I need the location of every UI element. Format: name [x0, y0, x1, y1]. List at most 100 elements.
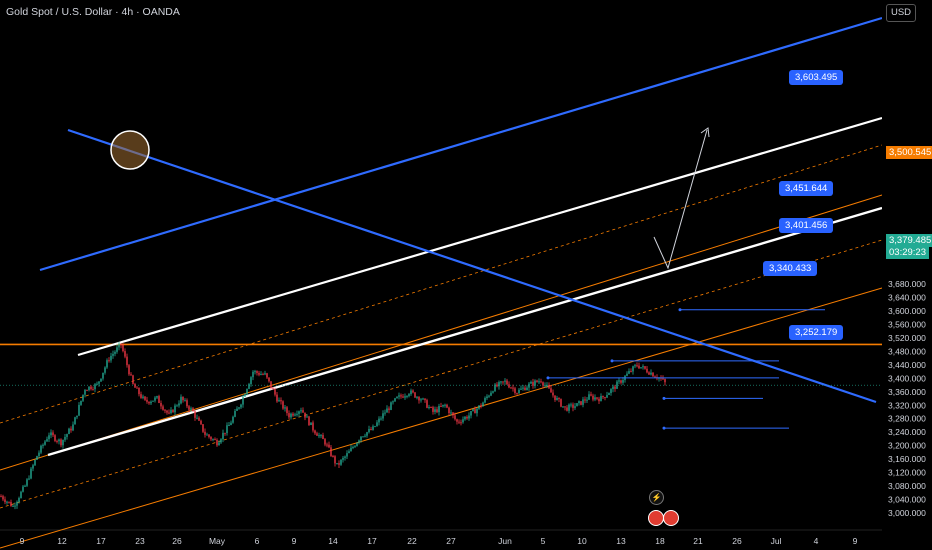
- candle-body: [582, 399, 584, 405]
- candle-body: [446, 404, 448, 408]
- candle-body: [80, 400, 82, 405]
- y-tick-label: 3,600.000: [888, 306, 926, 316]
- y-tick-label: 3,240.000: [888, 427, 926, 437]
- candle-body: [308, 416, 310, 426]
- candle-body: [330, 447, 332, 457]
- candle-body: [280, 400, 282, 402]
- lightning-icon[interactable]: ⚡: [649, 490, 664, 505]
- y-axis: 3,000.000 3,040.000 3,080.000 3,120.000 3,16…: [882, 0, 932, 550]
- candle-body: [476, 408, 478, 414]
- currency-button[interactable]: USD: [886, 4, 916, 22]
- candle-body: [606, 395, 608, 398]
- candle-body: [350, 447, 352, 452]
- candle-body: [286, 407, 288, 414]
- x-tick-label: 26: [732, 536, 742, 546]
- white-channel-lower: [47, 206, 883, 457]
- x-tick-label: 23: [135, 536, 145, 546]
- candle-body: [462, 419, 464, 423]
- candle-body: [520, 388, 522, 390]
- level-anchor: [662, 426, 666, 430]
- candle-body: [576, 403, 578, 407]
- level-label-3252[interactable]: 3,252.179: [789, 325, 844, 340]
- us-flag-icon[interactable]: [663, 510, 679, 526]
- candle-body: [584, 399, 586, 401]
- candle-body: [538, 381, 540, 383]
- candle-body: [272, 388, 274, 390]
- y-tick-label: 3,000.000: [888, 508, 926, 518]
- candle-body: [632, 366, 634, 372]
- x-tick-label: 13: [616, 536, 626, 546]
- candle-body: [324, 439, 326, 445]
- candle-body: [442, 404, 444, 407]
- candle-body: [312, 422, 314, 431]
- candle-body: [58, 439, 60, 442]
- candle-body: [30, 468, 32, 479]
- candle-body: [156, 396, 158, 398]
- annotations: [110, 127, 825, 430]
- candle-body: [358, 440, 360, 443]
- candle-body: [28, 478, 30, 480]
- candle-body: [580, 401, 582, 405]
- candle-body: [516, 393, 518, 395]
- orange-channel-lower: [0, 239, 883, 509]
- candle-body: [66, 434, 68, 437]
- candle-body: [558, 398, 560, 400]
- candle-body: [498, 382, 500, 387]
- candle-body: [76, 415, 78, 418]
- candle-body: [426, 400, 428, 408]
- projection-arrowhead: [700, 127, 710, 138]
- candle-body: [544, 385, 546, 387]
- candle-body: [626, 373, 628, 376]
- candle-body: [652, 372, 654, 377]
- candle-body: [346, 453, 348, 457]
- candle-body: [198, 417, 200, 421]
- candle-body: [228, 425, 230, 427]
- y-tick-label: 3,040.000: [888, 495, 926, 505]
- candle-body: [314, 430, 316, 434]
- candle-body: [246, 388, 248, 395]
- candle-body: [226, 425, 228, 434]
- candle-body: [108, 360, 110, 362]
- us-flag-icon[interactable]: [648, 510, 664, 526]
- x-tick-label: 9: [20, 536, 25, 546]
- candle-body: [64, 436, 66, 440]
- candle-body: [276, 394, 278, 402]
- candle-body: [470, 411, 472, 416]
- candle-body: [296, 413, 298, 415]
- candle-body: [526, 387, 528, 391]
- candle-body: [34, 459, 36, 466]
- candle-body: [362, 436, 364, 438]
- candle-body: [602, 396, 604, 398]
- candle-body: [618, 380, 620, 382]
- candle-body: [36, 456, 38, 460]
- x-tick-label: Jul: [771, 536, 782, 546]
- candle-body: [508, 384, 510, 388]
- candle-body: [640, 367, 642, 369]
- candle-body: [592, 395, 594, 400]
- level-label-3603[interactable]: 3,603.495: [789, 70, 844, 85]
- level-label-3451[interactable]: 3,451.644: [779, 181, 834, 196]
- candle-body: [192, 408, 194, 412]
- candle-body: [284, 407, 286, 409]
- candle-body: [278, 400, 280, 402]
- candle-body: [422, 398, 424, 400]
- candle-body: [8, 501, 10, 503]
- candle-body: [56, 440, 58, 442]
- candle-body: [154, 397, 156, 401]
- candle-body: [444, 404, 446, 406]
- candle-body: [528, 383, 530, 388]
- candle-body: [310, 422, 312, 426]
- level-label-3401[interactable]: 3,401.456: [779, 218, 834, 233]
- candle-body: [118, 343, 120, 348]
- candle-body: [500, 381, 502, 383]
- candle-body: [562, 406, 564, 408]
- candle-body: [540, 381, 542, 383]
- level-label-3340[interactable]: 3,340.433: [763, 261, 818, 276]
- projection-path: [653, 129, 708, 270]
- candle-body: [292, 413, 294, 416]
- candle-body: [204, 431, 206, 435]
- candle-body: [622, 380, 624, 383]
- candle-body: [260, 374, 262, 376]
